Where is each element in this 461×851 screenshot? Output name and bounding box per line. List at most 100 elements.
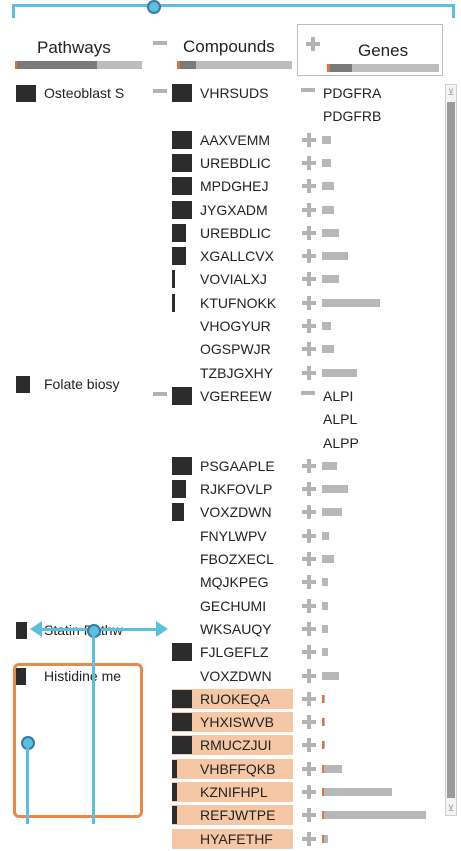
compound-row[interactable]: VHRSUDS: [150, 82, 440, 105]
compound-name: FJLGEFLZ: [200, 644, 269, 660]
expand-genes-icon[interactable]: [302, 715, 316, 729]
gene-name[interactable]: ALPP: [323, 435, 359, 451]
compound-weight-bar: [172, 177, 192, 195]
header-genes[interactable]: Genes: [297, 24, 443, 76]
compound-name: KTUFNOKK: [200, 295, 277, 311]
expand-genes-icon[interactable]: [302, 669, 316, 683]
gene-level-bar: [322, 648, 328, 656]
expand-genes-icon[interactable]: [302, 762, 316, 776]
expand-genes-icon[interactable]: [302, 133, 316, 147]
expand-genes-icon[interactable]: [302, 272, 316, 286]
expand-genes-icon[interactable]: [302, 179, 316, 193]
compound-row[interactable]: FJLGEFLZ: [150, 641, 440, 664]
gene-name[interactable]: PDGFRA: [323, 85, 382, 101]
collapse-compound-icon[interactable]: [153, 392, 167, 396]
expand-genes-icon[interactable]: [302, 482, 316, 496]
gene-name[interactable]: ALPL: [323, 411, 358, 427]
expand-genes-icon[interactable]: [302, 622, 316, 636]
compound-row[interactable]: VOXZDWN: [150, 665, 440, 688]
collapse-genes-icon[interactable]: [301, 88, 315, 92]
compound-row[interactable]: TZBJGXHY: [150, 362, 440, 385]
compound-name: XGALLCVX: [200, 248, 274, 264]
expand-genes-icon[interactable]: [302, 459, 316, 473]
compound-row[interactable]: VOXZDWN: [150, 501, 440, 524]
expand-genes-icon[interactable]: [306, 37, 320, 51]
compound-row[interactable]: UREBDLIC: [150, 222, 440, 245]
compound-row[interactable]: HYAFETHF: [150, 828, 440, 851]
column-linker-top[interactable]: [12, 4, 455, 18]
gene-level-bar: [322, 136, 331, 144]
expand-genes-icon[interactable]: [302, 599, 316, 613]
compound-row[interactable]: JYGXADM: [150, 199, 440, 222]
collapse-genes-icon[interactable]: [301, 391, 315, 395]
expand-genes-icon[interactable]: [302, 808, 316, 822]
expand-genes-icon[interactable]: [302, 296, 316, 310]
expand-genes-icon[interactable]: [302, 575, 316, 589]
pathways-summary-bar: [15, 61, 142, 69]
gene-name[interactable]: ALPI: [323, 388, 354, 404]
expand-genes-icon[interactable]: [302, 645, 316, 659]
compound-row[interactable]: REFJWTPE: [150, 804, 440, 827]
expand-genes-icon[interactable]: [302, 832, 316, 846]
compound-row[interactable]: VHBFFQKB: [150, 758, 440, 781]
expand-genes-icon[interactable]: [302, 226, 316, 240]
pathway-row[interactable]: Folate biosy: [16, 373, 146, 396]
compound-row[interactable]: XGALLCVX: [150, 245, 440, 268]
expand-genes-icon[interactable]: [302, 505, 316, 519]
compound-row[interactable]: UREBDLIC: [150, 152, 440, 175]
compound-name: VHRSUDS: [200, 85, 269, 101]
compound-name: MQJKPEG: [200, 574, 269, 590]
expand-genes-icon[interactable]: [302, 342, 316, 356]
compound-row[interactable]: VHOGYUR: [150, 315, 440, 338]
compound-row[interactable]: FBOZXECL: [150, 548, 440, 571]
compound-weight-bar: [172, 690, 192, 708]
gene-level-bar: [322, 252, 348, 260]
header-compounds[interactable]: Compounds: [149, 24, 295, 76]
compound-row[interactable]: WKSAUQY: [150, 618, 440, 641]
pathway-row[interactable]: Osteoblast S: [16, 82, 146, 105]
compound-row[interactable]: GECHUMI: [150, 595, 440, 618]
expand-genes-icon[interactable]: [302, 249, 316, 263]
compound-row[interactable]: MQJKPEG: [150, 571, 440, 594]
compound-row[interactable]: VOVIALXJ: [150, 268, 440, 291]
gene-name[interactable]: PDGFRB: [323, 108, 382, 124]
gene-level-bar: [322, 672, 339, 680]
compound-row[interactable]: AAXVEMM: [150, 129, 440, 152]
pathway-row[interactable]: Histidine me: [16, 665, 140, 688]
expand-genes-icon[interactable]: [302, 785, 316, 799]
scroll-down-button[interactable]: ⊻: [447, 803, 455, 813]
compound-weight-bar: [172, 201, 192, 219]
scrollbar-thumb[interactable]: [447, 102, 455, 798]
scroll-up-button[interactable]: ⊻: [447, 87, 455, 97]
pathway-selection-box[interactable]: [13, 663, 143, 818]
gene-level-bar: [322, 322, 331, 330]
header-pathways[interactable]: Pathways: [12, 24, 147, 76]
compound-weight-bar: [172, 480, 186, 498]
compound-row[interactable]: PSGAAPLE: [150, 455, 440, 478]
expand-genes-icon[interactable]: [302, 319, 316, 333]
compound-row[interactable]: YHXISWVB: [150, 711, 440, 734]
compound-highlight: [172, 689, 293, 709]
compound-row[interactable]: MPDGHEJ: [150, 175, 440, 198]
compound-row[interactable]: RUOKEQA: [150, 688, 440, 711]
expand-genes-icon[interactable]: [302, 552, 316, 566]
compound-row[interactable]: RMUCZJUI: [150, 734, 440, 757]
collapse-compound-icon[interactable]: [153, 89, 167, 93]
compound-name: MPDGHEJ: [200, 178, 269, 194]
compound-row[interactable]: FNYLWPV: [150, 525, 440, 548]
compound-row[interactable]: RJKFOVLP: [150, 478, 440, 501]
compound-row[interactable]: OGSPWJR: [150, 338, 440, 361]
expand-genes-icon[interactable]: [302, 738, 316, 752]
compound-row[interactable]: VGEREEW: [150, 385, 440, 408]
compound-row[interactable]: KTUFNOKK: [150, 292, 440, 315]
expand-genes-icon[interactable]: [302, 529, 316, 543]
expand-genes-icon[interactable]: [302, 156, 316, 170]
compound-name: FNYLWPV: [200, 528, 267, 544]
gene-level-bar: [322, 206, 334, 214]
expand-genes-icon[interactable]: [302, 692, 316, 706]
linker-handle-top[interactable]: [147, 0, 161, 14]
expand-genes-icon[interactable]: [302, 366, 316, 380]
expand-genes-icon[interactable]: [302, 203, 316, 217]
compound-row[interactable]: KZNIFHPL: [150, 781, 440, 804]
collapse-compounds-icon[interactable]: [153, 41, 167, 45]
